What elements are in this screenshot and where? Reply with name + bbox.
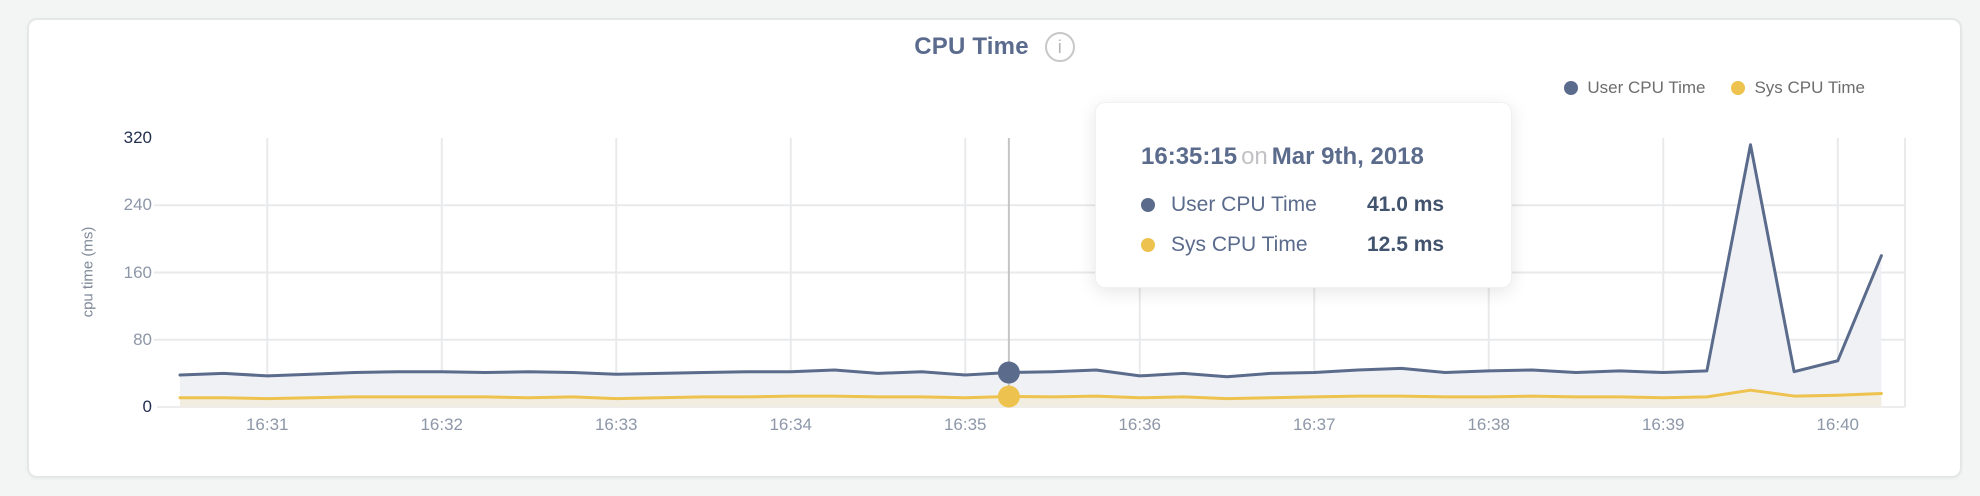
- tooltip-connector: on: [1241, 143, 1268, 170]
- chart-legend: User CPU Time Sys CPU Time: [1564, 78, 1865, 98]
- cursor-dot-sys: [997, 385, 1020, 408]
- x-tick-label: 16:31: [245, 415, 289, 434]
- cursor-dot-user: [997, 361, 1020, 384]
- x-tick-label: 16:39: [1641, 415, 1685, 434]
- legend-item-user-cpu-time[interactable]: User CPU Time: [1564, 78, 1705, 98]
- tooltip-series-label: Sys CPU Time: [1171, 233, 1308, 256]
- tooltip-time: 16:35:15: [1141, 143, 1238, 170]
- y-tick-label: 320: [123, 128, 152, 147]
- legend-item-sys-cpu-time[interactable]: Sys CPU Time: [1731, 78, 1865, 98]
- cpu-time-card: CPU Time i User CPU Time Sys CPU Time cp…: [27, 18, 1962, 478]
- x-tick-label: 16:33: [594, 415, 638, 434]
- chart-title: CPU Time: [914, 33, 1029, 60]
- x-tick-label: 16:32: [420, 415, 464, 434]
- sys-series-dot-icon: [1731, 81, 1746, 95]
- tooltip-row-user: User CPU Time 41.0 ms: [1141, 185, 1511, 225]
- x-tick-label: 16:35: [943, 415, 987, 434]
- tooltip-date: Mar 9th, 2018: [1271, 143, 1424, 170]
- chart-tooltip: 16:35:15 on Mar 9th, 2018 User CPU Time 41…: [1095, 102, 1512, 288]
- info-icon[interactable]: i: [1044, 32, 1075, 62]
- sys-series-line: [178, 388, 1883, 401]
- y-tick-label: 80: [133, 329, 152, 349]
- x-tick-label: 16:38: [1467, 415, 1511, 434]
- user-series-line: [178, 143, 1883, 379]
- x-tick-label: 16:40: [1816, 415, 1860, 434]
- user-series-dot-icon: [1141, 198, 1155, 212]
- sys-series-dot-icon: [1141, 238, 1155, 252]
- tooltip-series-value: 41.0 ms: [1367, 193, 1445, 216]
- legend-label: Sys CPU Time: [1754, 78, 1865, 97]
- legend-label: User CPU Time: [1587, 78, 1706, 97]
- tooltip-header: 16:35:15 on Mar 9th, 2018: [1141, 143, 1511, 171]
- sys-series-area: [180, 390, 1882, 407]
- x-tick-label: 16:37: [1292, 415, 1336, 434]
- tooltip-series-label: User CPU Time: [1171, 193, 1317, 216]
- card-header: CPU Time i: [29, 32, 1960, 62]
- tooltip-row-sys: Sys CPU Time 12.5 ms: [1141, 225, 1511, 265]
- tooltip-series-value: 12.5 ms: [1367, 233, 1445, 256]
- y-tick-label: 160: [123, 262, 152, 282]
- user-series-dot-icon: [1564, 81, 1579, 95]
- y-tick-label: 240: [123, 195, 152, 215]
- user-series-area: [180, 144, 1882, 407]
- y-tick-label: 0: [142, 397, 152, 416]
- x-tick-label: 16:36: [1118, 415, 1162, 434]
- x-tick-label: 16:34: [769, 415, 813, 434]
